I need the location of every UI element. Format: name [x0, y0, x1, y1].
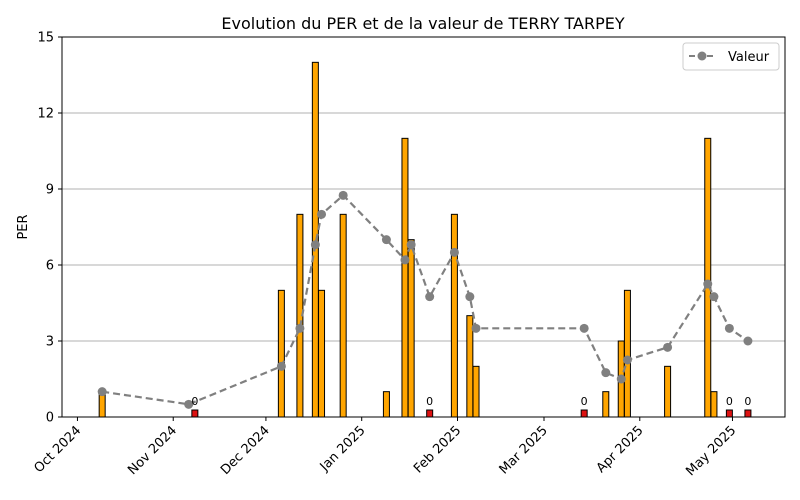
valeur-point — [622, 355, 632, 365]
valeur-point — [310, 240, 320, 250]
bar — [277, 289, 285, 418]
valeur-point — [743, 336, 753, 346]
y-tick-label: 0 — [46, 411, 54, 426]
legend-label-valeur: Valeur — [728, 50, 770, 65]
bar-value-label: 0 — [726, 395, 733, 408]
chart-title: Evolution du PER et de la valeur de TERR… — [221, 14, 624, 33]
bar — [725, 409, 733, 418]
bar — [664, 365, 672, 418]
bar-value-label: 0 — [581, 395, 588, 408]
bar-value-label: 0 — [744, 395, 751, 408]
bar — [704, 137, 712, 418]
valeur-point — [184, 399, 194, 409]
bar — [466, 315, 474, 418]
valeur-point — [579, 323, 589, 333]
y-tick-label: 6 — [46, 259, 54, 274]
bar — [472, 365, 480, 418]
valeur-point — [276, 361, 286, 371]
bar — [450, 213, 458, 418]
y-tick-label: 12 — [37, 107, 54, 122]
y-tick-label: 9 — [46, 183, 54, 198]
valeur-point — [616, 374, 626, 384]
valeur-point — [471, 323, 481, 333]
bar — [339, 213, 347, 418]
bar-value-label: 0 — [426, 395, 433, 408]
valeur-point — [97, 387, 107, 397]
valeur-point — [663, 342, 673, 352]
plot-frame — [61, 36, 786, 418]
bar — [580, 409, 588, 418]
legend: Valeur — [682, 42, 780, 71]
bar — [191, 409, 199, 418]
y-tick-label: 15 — [37, 31, 54, 46]
legend-marker — [697, 51, 707, 61]
bar — [710, 391, 718, 418]
valeur-point — [709, 292, 719, 302]
valeur-point — [317, 209, 327, 219]
bar — [407, 239, 415, 418]
bar — [401, 137, 409, 418]
valeur-point — [338, 190, 348, 200]
bar — [426, 409, 434, 418]
valeur-point — [406, 240, 416, 250]
bar — [382, 391, 390, 418]
valeur-point — [449, 247, 459, 257]
valeur-point — [400, 255, 410, 265]
bar-value-label: 0 — [191, 395, 198, 408]
bar — [744, 409, 752, 418]
bar — [602, 391, 610, 418]
valeur-point — [724, 323, 734, 333]
y-axis-ticks: 0 3 6 9 12 15 — [37, 31, 62, 426]
valeur-point — [601, 368, 611, 378]
valeur-point — [381, 235, 391, 245]
legend-box — [682, 42, 780, 71]
y-tick-label: 3 — [46, 335, 54, 350]
y-axis-label: PER — [16, 214, 31, 239]
valeur-point — [295, 323, 305, 333]
line-series — [97, 190, 753, 409]
valeur-point — [465, 292, 475, 302]
bar — [318, 289, 326, 418]
bar — [623, 289, 631, 418]
valeur-point — [425, 292, 435, 302]
valeur-point — [703, 279, 713, 289]
